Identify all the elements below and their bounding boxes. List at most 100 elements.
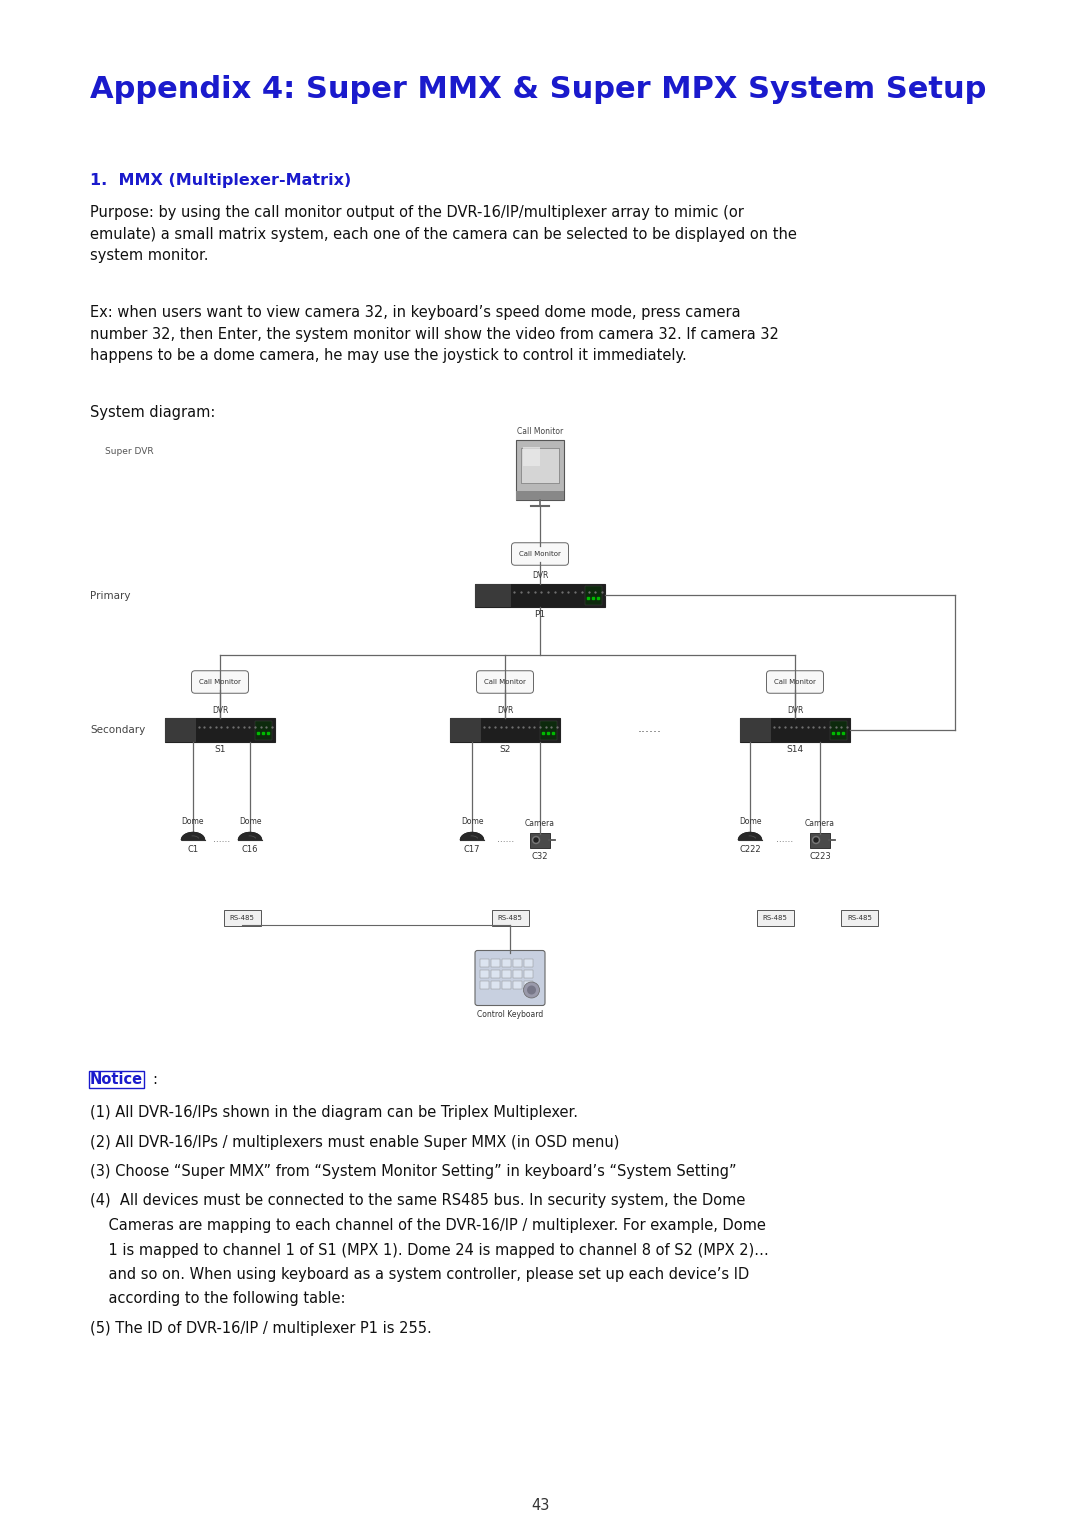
FancyBboxPatch shape xyxy=(524,958,532,967)
Polygon shape xyxy=(181,833,204,840)
Text: Camera: Camera xyxy=(805,819,835,828)
FancyBboxPatch shape xyxy=(513,958,522,967)
Text: RS-485: RS-485 xyxy=(848,915,873,921)
FancyBboxPatch shape xyxy=(502,958,511,967)
Circle shape xyxy=(812,836,820,843)
FancyBboxPatch shape xyxy=(475,950,545,1005)
FancyBboxPatch shape xyxy=(491,970,500,978)
Circle shape xyxy=(534,837,538,842)
FancyBboxPatch shape xyxy=(740,718,771,741)
FancyBboxPatch shape xyxy=(224,911,260,926)
FancyBboxPatch shape xyxy=(516,440,564,500)
FancyBboxPatch shape xyxy=(450,718,561,741)
FancyBboxPatch shape xyxy=(491,958,500,967)
Circle shape xyxy=(532,836,540,843)
Text: ......: ...... xyxy=(213,834,230,843)
Text: (1) All DVR-16/IPs shown in the diagram can be Triplex Multiplexer.: (1) All DVR-16/IPs shown in the diagram … xyxy=(90,1105,578,1120)
Text: S14: S14 xyxy=(786,746,804,755)
Text: Secondary: Secondary xyxy=(90,724,145,735)
Text: C222: C222 xyxy=(739,845,760,854)
Text: 1 is mapped to channel 1 of S1 (MPX 1). Dome 24 is mapped to channel 8 of S2 (MP: 1 is mapped to channel 1 of S1 (MPX 1). … xyxy=(90,1242,769,1258)
Circle shape xyxy=(814,837,818,842)
Polygon shape xyxy=(739,833,761,840)
Text: C17: C17 xyxy=(463,845,481,854)
Text: Call Monitor: Call Monitor xyxy=(517,426,563,435)
Text: :: : xyxy=(152,1073,157,1086)
Text: (2) All DVR-16/IPs / multiplexers must enable Super MMX (in OSD menu): (2) All DVR-16/IPs / multiplexers must e… xyxy=(90,1134,619,1149)
FancyBboxPatch shape xyxy=(450,718,481,741)
FancyBboxPatch shape xyxy=(165,718,195,741)
FancyBboxPatch shape xyxy=(756,911,794,926)
Text: (3) Choose “Super MMX” from “System Monitor Setting” in keyboard’s “System Setti: (3) Choose “Super MMX” from “System Moni… xyxy=(90,1164,737,1180)
Polygon shape xyxy=(739,833,761,840)
Text: Dome: Dome xyxy=(739,816,761,825)
Text: ......: ...... xyxy=(638,723,662,735)
FancyBboxPatch shape xyxy=(165,718,275,741)
Text: (4)  All devices must be connected to the same RS485 bus. In security system, th: (4) All devices must be connected to the… xyxy=(90,1193,745,1209)
Text: System diagram:: System diagram: xyxy=(90,405,215,420)
Text: 1.  MMX (Multiplexer-Matrix): 1. MMX (Multiplexer-Matrix) xyxy=(90,173,351,188)
Text: 43: 43 xyxy=(530,1497,550,1513)
FancyBboxPatch shape xyxy=(524,970,532,978)
Polygon shape xyxy=(181,833,204,840)
Polygon shape xyxy=(239,833,261,840)
FancyBboxPatch shape xyxy=(475,584,605,607)
Text: Notice: Notice xyxy=(90,1073,144,1086)
Text: DVR: DVR xyxy=(497,706,513,715)
Text: RS-485: RS-485 xyxy=(498,915,523,921)
FancyBboxPatch shape xyxy=(521,448,559,483)
FancyBboxPatch shape xyxy=(191,671,248,694)
FancyBboxPatch shape xyxy=(502,970,511,978)
FancyBboxPatch shape xyxy=(530,833,550,848)
FancyBboxPatch shape xyxy=(524,981,532,989)
FancyBboxPatch shape xyxy=(831,721,847,740)
Polygon shape xyxy=(239,833,261,840)
FancyBboxPatch shape xyxy=(516,490,564,500)
Text: C1: C1 xyxy=(188,845,199,854)
Text: Camera: Camera xyxy=(525,819,555,828)
Text: RS-485: RS-485 xyxy=(762,915,787,921)
Text: DVR: DVR xyxy=(787,706,804,715)
Text: Appendix 4: Super MMX & Super MPX System Setup: Appendix 4: Super MMX & Super MPX System… xyxy=(90,75,986,104)
FancyBboxPatch shape xyxy=(502,981,511,989)
Text: S2: S2 xyxy=(499,746,511,755)
Text: Cameras are mapping to each channel of the DVR-16/IP / multiplexer. For example,: Cameras are mapping to each channel of t… xyxy=(90,1218,766,1233)
Text: Control Keyboard: Control Keyboard xyxy=(477,1010,543,1019)
Text: Ex: when users want to view camera 32, in keyboard’s speed dome mode, press came: Ex: when users want to view camera 32, i… xyxy=(90,306,779,364)
FancyBboxPatch shape xyxy=(512,542,568,565)
Text: RS-485: RS-485 xyxy=(230,915,255,921)
FancyBboxPatch shape xyxy=(481,958,489,967)
FancyBboxPatch shape xyxy=(767,671,824,694)
Text: (5) The ID of DVR-16/IP / multiplexer P1 is 255.: (5) The ID of DVR-16/IP / multiplexer P1… xyxy=(90,1322,432,1335)
FancyBboxPatch shape xyxy=(740,718,850,741)
FancyBboxPatch shape xyxy=(523,446,540,466)
FancyBboxPatch shape xyxy=(491,981,500,989)
FancyBboxPatch shape xyxy=(476,671,534,694)
Text: Call Monitor: Call Monitor xyxy=(199,678,241,685)
Text: Dome: Dome xyxy=(461,816,483,825)
FancyBboxPatch shape xyxy=(540,721,557,740)
Text: Purpose: by using the call monitor output of the DVR-16/IP/multiplexer array to : Purpose: by using the call monitor outpu… xyxy=(90,205,797,263)
Polygon shape xyxy=(460,833,484,840)
Text: Dome: Dome xyxy=(239,816,261,825)
Circle shape xyxy=(524,983,540,998)
FancyBboxPatch shape xyxy=(585,585,602,605)
Text: Call Monitor: Call Monitor xyxy=(519,552,561,558)
Text: ......: ...... xyxy=(777,834,794,843)
Text: according to the following table:: according to the following table: xyxy=(90,1291,346,1306)
FancyBboxPatch shape xyxy=(513,981,522,989)
Text: DVR: DVR xyxy=(212,706,228,715)
FancyBboxPatch shape xyxy=(481,970,489,978)
FancyBboxPatch shape xyxy=(475,584,512,607)
FancyBboxPatch shape xyxy=(513,970,522,978)
Text: and so on. When using keyboard as a system controller, please set up each device: and so on. When using keyboard as a syst… xyxy=(90,1267,750,1282)
FancyBboxPatch shape xyxy=(841,911,878,926)
Circle shape xyxy=(527,986,536,995)
Text: S1: S1 xyxy=(214,746,226,755)
Polygon shape xyxy=(460,833,484,840)
Text: Primary: Primary xyxy=(90,591,131,601)
FancyBboxPatch shape xyxy=(810,833,831,848)
Text: DVR: DVR xyxy=(531,571,549,581)
FancyBboxPatch shape xyxy=(491,911,528,926)
Text: C223: C223 xyxy=(809,853,831,860)
